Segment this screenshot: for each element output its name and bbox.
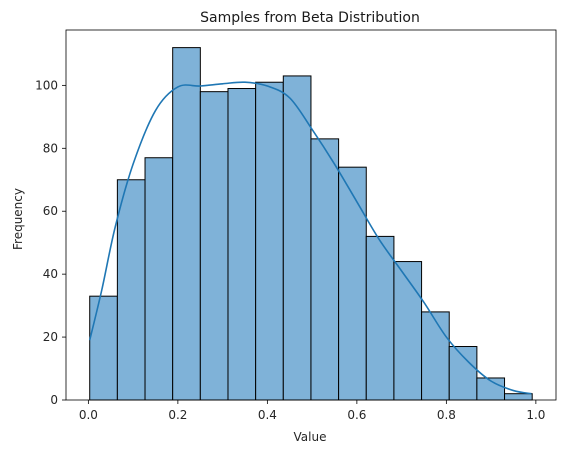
histogram-bar xyxy=(116,179,146,401)
histogram-bar xyxy=(393,261,423,401)
histogram-bar xyxy=(338,166,367,401)
chart-title: Samples from Beta Distribution xyxy=(200,10,420,26)
plot-frame xyxy=(65,29,557,401)
histogram-bars xyxy=(89,47,533,401)
histogram-bar xyxy=(448,346,478,401)
y-tick-label: 20 xyxy=(43,330,58,344)
y-axis-label: Frequency xyxy=(11,188,25,250)
x-tick-label: 0.6 xyxy=(347,408,366,422)
axes xyxy=(65,29,557,401)
y-tick-label: 0 xyxy=(50,393,58,407)
histogram-bar xyxy=(144,157,174,401)
y-tick-label: 60 xyxy=(43,204,58,218)
y-tick-label: 100 xyxy=(35,78,58,92)
histogram-bar xyxy=(172,47,201,401)
x-tick-label: 0.8 xyxy=(437,408,456,422)
histogram-bar xyxy=(227,88,257,401)
histogram-bar xyxy=(504,393,533,401)
x-tick-label: 0.2 xyxy=(168,408,187,422)
histogram-bar xyxy=(421,311,450,401)
y-tick-label: 40 xyxy=(43,267,58,281)
histogram-bar xyxy=(199,91,229,401)
y-tick-label: 80 xyxy=(43,141,58,155)
histogram-bar xyxy=(255,81,284,401)
histogram-bar xyxy=(89,295,118,401)
x-axis-ticks: 0.0 0.2 0.4 0.6 0.8 1.0 xyxy=(79,400,545,422)
histogram-bar xyxy=(282,75,312,401)
x-tick-label: 0.0 xyxy=(79,408,98,422)
x-tick-label: 1.0 xyxy=(526,408,545,422)
x-axis-label: Value xyxy=(294,430,327,444)
y-axis-ticks: 0 20 40 60 80 100 xyxy=(35,78,66,407)
x-tick-label: 0.4 xyxy=(258,408,277,422)
histogram-bar xyxy=(365,235,395,401)
histogram-bar xyxy=(310,138,340,401)
kde-curve xyxy=(88,81,532,395)
